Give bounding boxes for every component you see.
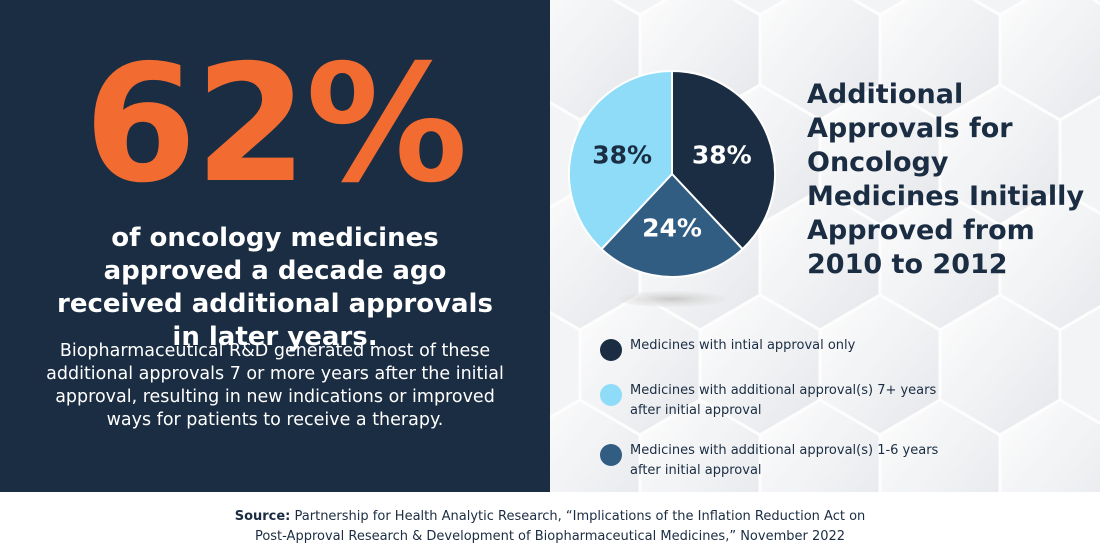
legend-label: Medicines with additional approval(s) 1-… bbox=[630, 443, 939, 478]
source-citation: Source: Partnership for Health Analytic … bbox=[0, 507, 1100, 547]
legend-label: Medicines with additional approval(s) 7+… bbox=[630, 383, 937, 418]
source-label: Source: bbox=[234, 509, 291, 524]
pie-data-label: 38% bbox=[592, 140, 652, 169]
stat-panel: 62% of oncology medicines approved a dec… bbox=[0, 0, 550, 492]
legend-item: Medicines with additional approval(s) 7+… bbox=[600, 381, 1000, 421]
pie-slice bbox=[671, 69, 776, 251]
legend-item: Medicines with intial approval only bbox=[600, 336, 1000, 361]
source-text-line-2: Post-Approval Research & Development of … bbox=[254, 529, 846, 544]
chart-legend: Medicines with intial approval only Medi… bbox=[600, 336, 1000, 492]
legend-swatch bbox=[600, 384, 622, 406]
legend-item: Medicines with additional approval(s) 1-… bbox=[600, 441, 1000, 481]
source-text-line-1: Partnership for Health Analytic Research… bbox=[294, 509, 866, 524]
pie-chart: 38% 24% 38% bbox=[564, 68, 780, 318]
pie-slice bbox=[568, 69, 673, 251]
chart-panel: 38% 24% 38% Additional Approvals for Oncol… bbox=[550, 0, 1100, 492]
big-stat: 62% bbox=[84, 31, 468, 219]
pie-data-label: 24% bbox=[642, 214, 702, 243]
chart-title: Additional Approvals for Oncology Medici… bbox=[807, 79, 1085, 280]
legend-swatch bbox=[600, 444, 622, 466]
legend-label: Medicines with intial approval only bbox=[630, 338, 856, 353]
stat-description: Biopharmaceutical R&D generated most of … bbox=[46, 341, 504, 430]
pie-shadow bbox=[618, 291, 726, 307]
legend-swatch bbox=[600, 339, 622, 361]
stat-headline: of oncology medicines approved a decade … bbox=[57, 223, 493, 352]
pie-data-label: 38% bbox=[692, 140, 752, 169]
pie-slice bbox=[600, 172, 744, 278]
